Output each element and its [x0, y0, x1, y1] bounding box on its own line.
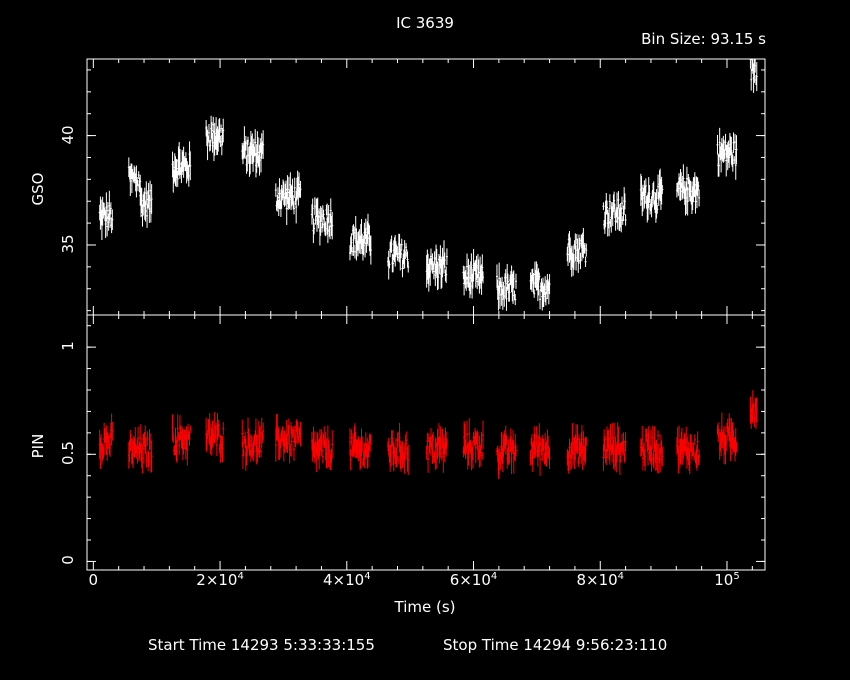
- x-tick-label: 4×104: [322, 571, 371, 589]
- y-tick-label: 0: [59, 555, 77, 566]
- stop-time-label: Stop Time 14294 9:56:23:110: [443, 636, 668, 654]
- x-tick-label: 105: [714, 571, 740, 589]
- x-tick-label: 0: [88, 571, 99, 589]
- chart-title: IC 3639: [396, 14, 454, 32]
- y-tick-label: 0.5: [59, 441, 77, 466]
- y-tick-label: 1: [59, 341, 77, 351]
- panel-frame-top: [86, 58, 766, 316]
- y-tick-label: 35: [59, 234, 77, 254]
- gso-axis-label: GSO: [29, 172, 47, 206]
- x-axis-label: Time (s): [394, 598, 456, 616]
- panel-frame-bottom: [86, 314, 766, 571]
- bin-size-label: Bin Size: 93.15 s: [641, 30, 766, 48]
- pin-axis-label: PIN: [29, 433, 47, 459]
- x-tick-label: 6×104: [449, 571, 498, 589]
- x-tick-label: 2×104: [196, 571, 244, 589]
- start-time-label: Start Time 14293 5:33:33:155: [148, 636, 375, 654]
- x-tick-label: 8×104: [576, 571, 625, 589]
- y-tick-label: 40: [59, 125, 77, 145]
